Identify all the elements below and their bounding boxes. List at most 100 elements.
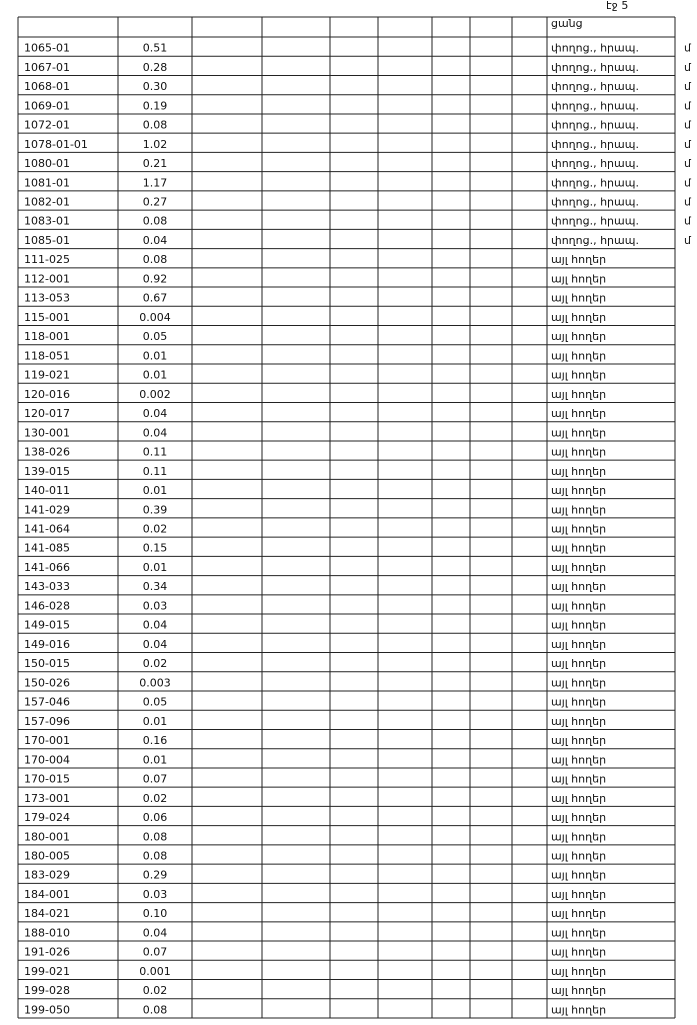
land-use: փողոց., հրապ. — [551, 99, 639, 112]
area-ha: 0.15 — [143, 542, 168, 555]
land-use: այլ հողեր — [551, 1003, 606, 1016]
land-use: այլ հողեր — [551, 580, 606, 593]
land-use: փողոց., հրապ. — [551, 138, 639, 151]
parcel-code: 118-051 — [24, 349, 70, 362]
land-use: փողոց., հրապ. — [551, 80, 639, 93]
land-use: այլ հողեր — [551, 811, 606, 824]
area-ha: 0.06 — [143, 811, 168, 824]
land-use: այլ հողեր — [551, 773, 606, 786]
margin-note: մ — [684, 119, 692, 132]
area-ha: 0.39 — [143, 503, 168, 516]
area-ha: 0.01 — [143, 753, 168, 766]
area-ha: 1.02 — [143, 138, 168, 151]
margin-note: մ — [684, 80, 692, 93]
parcel-code: 150-015 — [24, 657, 70, 670]
parcel-code: 140-011 — [24, 484, 70, 497]
land-use: այլ հողեր — [551, 311, 606, 324]
area-ha: 0.03 — [143, 888, 168, 901]
margin-note: մ — [684, 215, 692, 228]
land-use: այլ հողեր — [551, 349, 606, 362]
land-use: այլ հողեր — [551, 946, 606, 959]
land-use: այլ հողեր — [551, 715, 606, 728]
area-ha: 0.01 — [143, 369, 168, 382]
land-use: փողոց., հրապ. — [551, 215, 639, 228]
parcel-code: 157-096 — [24, 715, 70, 728]
area-ha: 0.08 — [143, 119, 168, 132]
parcel-code: 1068-01 — [24, 80, 70, 93]
area-ha: 0.03 — [143, 599, 168, 612]
area-ha: 0.11 — [143, 465, 168, 478]
margin-note: մ — [684, 138, 692, 151]
area-ha: 0.08 — [143, 215, 168, 228]
area-ha: 0.07 — [143, 773, 168, 786]
parcel-code: 180-005 — [24, 850, 70, 863]
area-ha: 0.05 — [143, 330, 168, 343]
parcel-code: 150-026 — [24, 676, 70, 689]
parcel-code: 191-026 — [24, 946, 70, 959]
header-cell: ցանց — [551, 17, 583, 30]
land-use: այլ հողեր — [551, 561, 606, 574]
area-ha: 0.28 — [143, 61, 168, 74]
area-ha: 0.01 — [143, 715, 168, 728]
land-use: այլ հողեր — [551, 292, 606, 305]
area-ha: 0.04 — [143, 407, 168, 420]
area-ha: 1.17 — [143, 176, 168, 189]
land-use: այլ հողեր — [551, 599, 606, 612]
parcel-code: 112-001 — [24, 272, 70, 285]
area-ha: 0.29 — [143, 869, 168, 882]
land-use: փողոց., հրապ. — [551, 157, 639, 170]
land-use: այլ հողեր — [551, 619, 606, 632]
page-number: էջ 5 — [606, 0, 628, 12]
land-use: փողոց., հրապ. — [551, 61, 639, 74]
parcel-code: 138-026 — [24, 446, 70, 459]
parcel-code: 184-001 — [24, 888, 70, 901]
land-use: փողոց., հրապ. — [551, 234, 639, 247]
parcel-code: 179-024 — [24, 811, 70, 824]
land-use: այլ հողեր — [551, 734, 606, 747]
land-use: այլ հողեր — [551, 388, 606, 401]
parcel-code: 199-021 — [24, 965, 70, 978]
parcel-code: 141-064 — [24, 523, 70, 536]
area-ha: 0.003 — [139, 676, 171, 689]
land-use: այլ հողեր — [551, 330, 606, 343]
parcel-code: 170-015 — [24, 773, 70, 786]
land-use: այլ հողեր — [551, 484, 606, 497]
area-ha: 0.16 — [143, 734, 168, 747]
parcel-code: 1082-01 — [24, 196, 70, 209]
land-use: փողոց., հրապ. — [551, 176, 639, 189]
parcel-code: 141-029 — [24, 503, 70, 516]
margin-note: մ — [684, 42, 692, 55]
area-ha: 0.21 — [143, 157, 168, 170]
parcel-code: 118-001 — [24, 330, 70, 343]
land-use: այլ հողեր — [551, 926, 606, 939]
parcel-code: 119-021 — [24, 369, 70, 382]
land-use: այլ հողեր — [551, 676, 606, 689]
area-ha: 0.04 — [143, 619, 168, 632]
land-use: այլ հողեր — [551, 657, 606, 670]
area-ha: 0.08 — [143, 850, 168, 863]
area-ha: 0.002 — [139, 388, 171, 401]
parcel-code: 113-053 — [24, 292, 70, 305]
area-ha: 0.04 — [143, 926, 168, 939]
land-use: փողոց., հրապ. — [551, 119, 639, 132]
margin-note: մ — [684, 176, 692, 189]
parcel-code: 141-066 — [24, 561, 70, 574]
land-use: այլ հողեր — [551, 965, 606, 978]
parcel-code: 199-028 — [24, 984, 70, 997]
land-use: այլ հողեր — [551, 253, 606, 266]
parcel-code: 173-001 — [24, 792, 70, 805]
parcel-code: 180-001 — [24, 830, 70, 843]
parcel-code: 146-028 — [24, 599, 70, 612]
parcel-code: 111-025 — [24, 253, 70, 266]
area-ha: 0.27 — [143, 196, 168, 209]
land-use: փողոց., հրապ. — [551, 196, 639, 209]
margin-note: մ — [684, 99, 692, 112]
parcel-code: 141-085 — [24, 542, 70, 555]
area-ha: 0.004 — [139, 311, 171, 324]
land-use: այլ հողեր — [551, 465, 606, 478]
land-use: այլ հողեր — [551, 753, 606, 766]
parcel-code: 170-004 — [24, 753, 70, 766]
area-ha: 0.01 — [143, 349, 168, 362]
land-use: այլ հողեր — [551, 850, 606, 863]
